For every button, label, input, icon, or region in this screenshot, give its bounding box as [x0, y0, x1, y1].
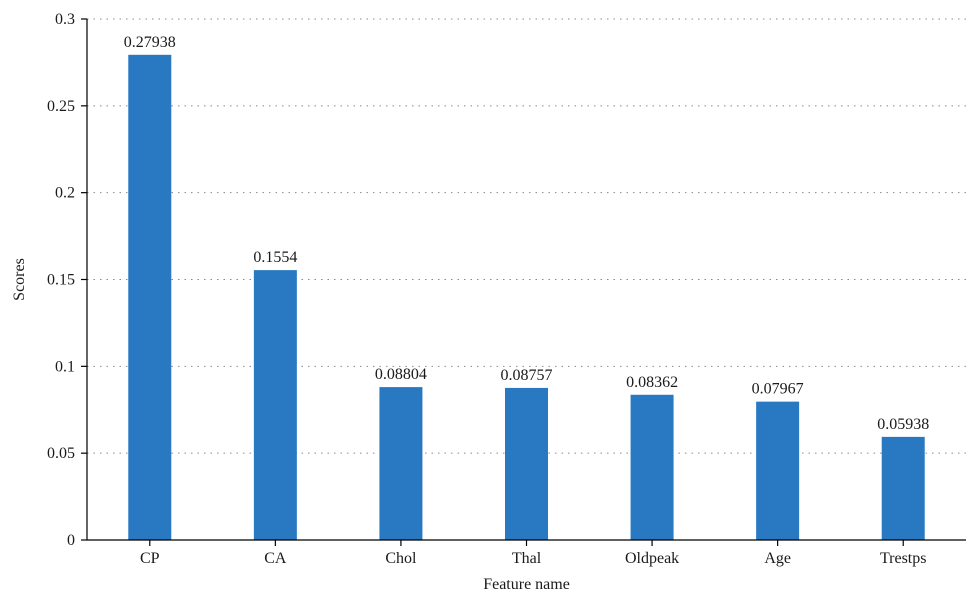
data-label: 0.08362 — [626, 374, 678, 391]
data-label: 0.07967 — [752, 381, 804, 398]
x-tick-label: CA — [264, 550, 287, 567]
data-label: 0.1554 — [253, 249, 297, 266]
y-axis-title: Scores — [11, 258, 28, 301]
x-tick-label: Chol — [385, 550, 417, 567]
x-tick-label: Trestps — [880, 550, 927, 567]
bar-oldpeak — [630, 394, 674, 540]
y-tick-label: 0.05 — [47, 445, 75, 462]
y-tick-label: 0.1 — [55, 358, 75, 375]
y-tick-label: 0 — [67, 532, 75, 549]
y-tick-label: 0.2 — [55, 185, 75, 202]
bar-chol — [379, 387, 423, 540]
y-axis-ticks: 0 0.05 0.1 0.15 0.2 0.25 0.3 — [47, 11, 87, 549]
bar-age — [756, 401, 800, 540]
x-tick-label: Age — [764, 550, 791, 567]
data-label: 0.27938 — [124, 34, 176, 51]
x-tick-label: CP — [140, 550, 160, 567]
data-label: 0.05938 — [877, 416, 929, 433]
x-axis-ticks: CP CA Chol Thal Oldpeak Age Trestps — [140, 540, 926, 567]
x-tick-label: Thal — [512, 550, 542, 567]
y-tick-label: 0.15 — [47, 272, 75, 289]
bar-cp — [128, 54, 172, 541]
y-tick-label: 0.25 — [47, 98, 75, 115]
bar-ca — [253, 270, 297, 540]
data-labels: 0.27938 0.1554 0.08804 0.08757 0.08362 0.0796… — [124, 34, 929, 433]
data-label: 0.08804 — [375, 366, 427, 383]
bar-thal — [505, 387, 548, 540]
y-tick-label: 0.3 — [55, 11, 75, 28]
x-axis-title: Feature name — [483, 576, 570, 593]
data-label: 0.08757 — [501, 367, 553, 384]
x-tick-label: Oldpeak — [625, 550, 679, 567]
bar-trestps — [881, 436, 925, 540]
bars — [128, 54, 925, 541]
